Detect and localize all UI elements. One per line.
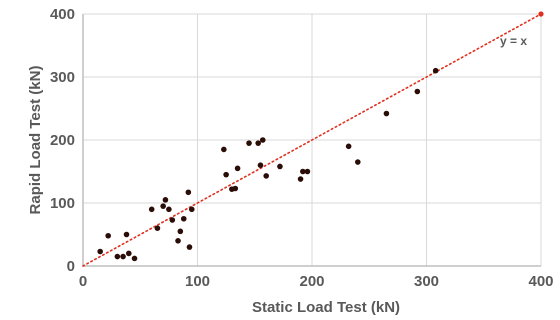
data-point bbox=[188, 206, 195, 213]
data-point bbox=[221, 146, 227, 153]
reference-line bbox=[82, 13, 542, 267]
data-point bbox=[304, 168, 311, 175]
data-point bbox=[345, 143, 352, 150]
x-tick-label: 400 bbox=[528, 273, 553, 290]
axes bbox=[82, 14, 541, 267]
x-tick-label: 300 bbox=[414, 273, 439, 290]
y-tick-label: 400 bbox=[50, 6, 75, 23]
data-point bbox=[154, 225, 161, 231]
data-point bbox=[246, 140, 252, 146]
y-axis-label: Rapid Load Test (kN) bbox=[27, 66, 44, 215]
annotation-label: y = x bbox=[500, 34, 527, 48]
data-point bbox=[123, 231, 130, 238]
x-tick-label: 0 bbox=[79, 273, 87, 290]
data-point bbox=[148, 206, 155, 213]
data-point bbox=[169, 217, 176, 223]
data-point bbox=[263, 173, 270, 179]
data-point bbox=[277, 163, 283, 170]
x-axis-label: Static Load Test (kN) bbox=[252, 299, 400, 316]
data-point bbox=[232, 185, 239, 192]
tick-labels: 0 100 200 300 400 0 100 200 300 400 bbox=[50, 6, 554, 290]
y-tick-label: 0 bbox=[67, 258, 75, 275]
data-point bbox=[131, 255, 138, 262]
data-point bbox=[355, 159, 361, 165]
data-point bbox=[114, 253, 121, 260]
y-tick-label: 100 bbox=[50, 195, 75, 212]
x-tick-label: 200 bbox=[299, 273, 324, 290]
data-point bbox=[160, 203, 166, 209]
data-point bbox=[186, 244, 193, 250]
data-point bbox=[297, 176, 304, 182]
data-point bbox=[185, 189, 192, 196]
data-points bbox=[97, 11, 544, 262]
data-point bbox=[414, 88, 421, 95]
data-point bbox=[538, 11, 544, 17]
data-point bbox=[383, 110, 390, 117]
data-point bbox=[97, 248, 103, 255]
data-point bbox=[166, 206, 172, 213]
data-point bbox=[223, 171, 229, 178]
data-point bbox=[120, 253, 126, 260]
data-point bbox=[162, 197, 169, 203]
data-point bbox=[126, 250, 132, 257]
data-point bbox=[177, 228, 184, 235]
data-point bbox=[180, 215, 187, 222]
y-tick-label: 200 bbox=[50, 132, 75, 149]
data-point bbox=[175, 238, 181, 244]
data-point bbox=[432, 67, 439, 74]
data-point bbox=[255, 140, 261, 146]
data-point bbox=[257, 162, 264, 168]
y-tick-label: 300 bbox=[50, 69, 75, 86]
data-point bbox=[234, 165, 241, 172]
data-point bbox=[105, 232, 111, 239]
data-point bbox=[259, 137, 266, 143]
data-point bbox=[300, 168, 306, 175]
x-tick-label: 100 bbox=[185, 273, 210, 290]
